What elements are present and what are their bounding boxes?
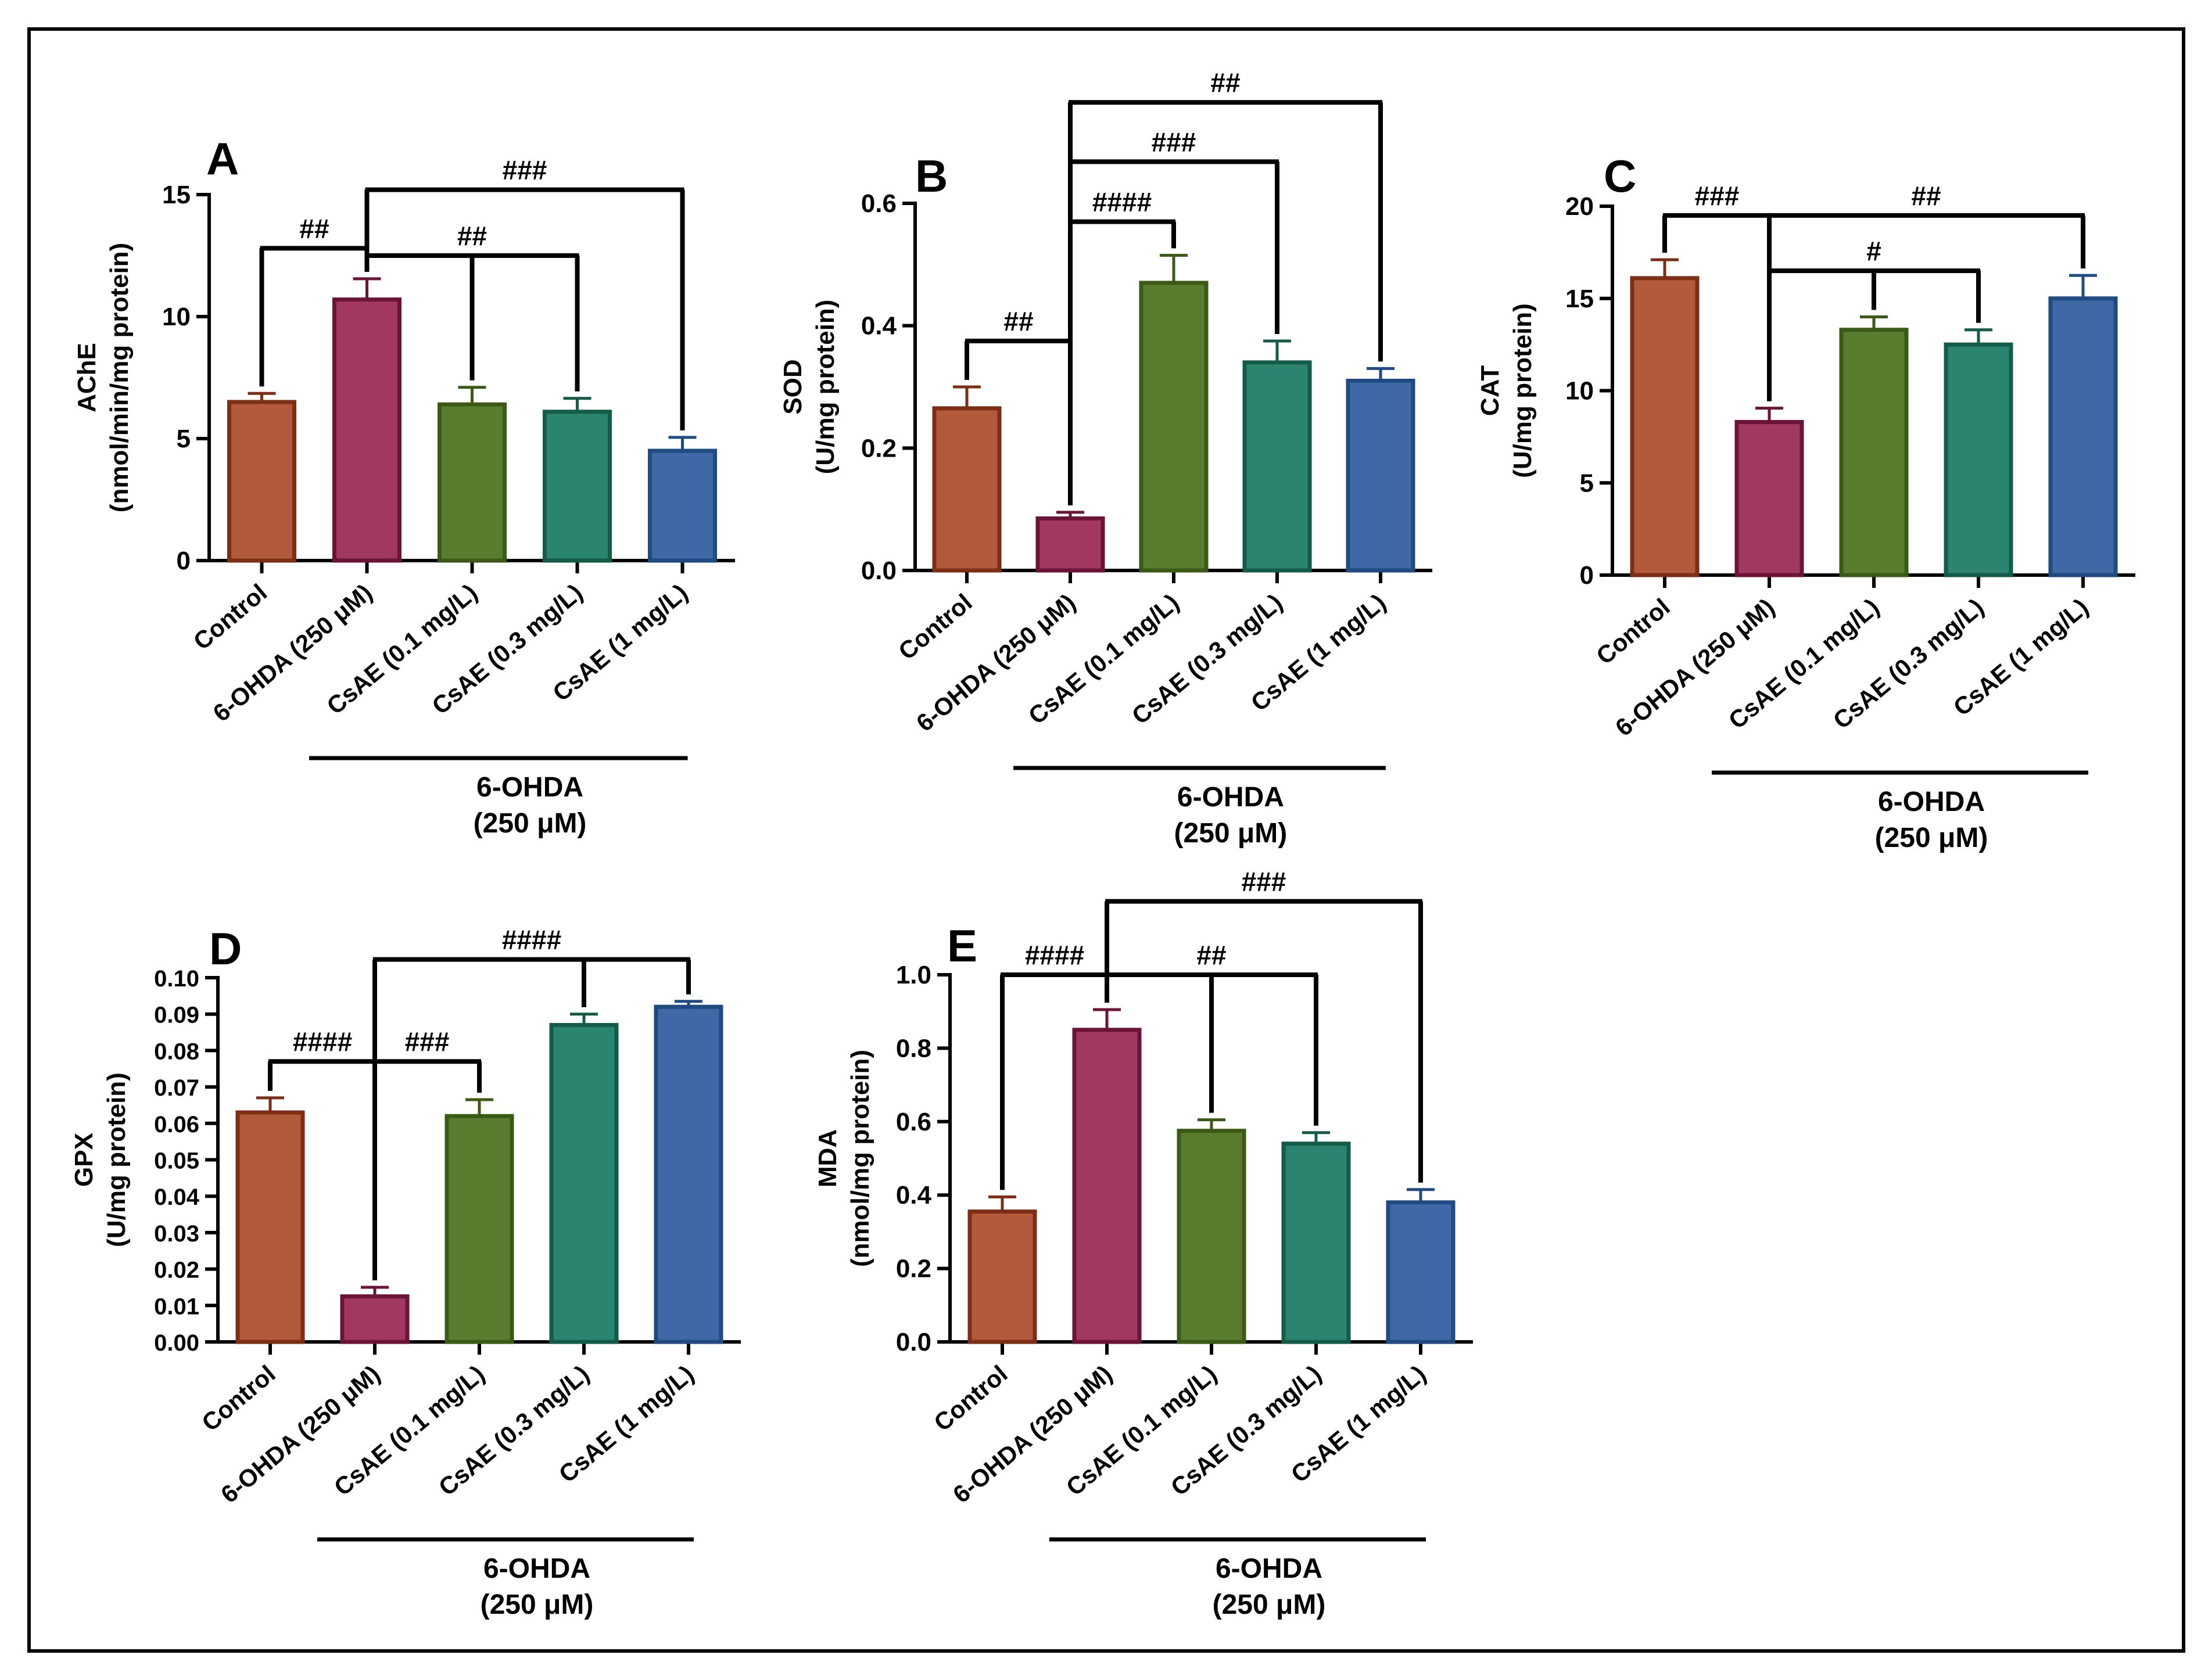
significance-label: ### [1152,127,1196,157]
y-tick-label: 0.06 [154,1112,199,1137]
y-tick-label: 0.6 [896,1108,931,1136]
significance-label: ### [405,1026,450,1057]
bar [549,1023,619,1344]
y-tick-label: 0.4 [896,1181,932,1209]
significance-label: #### [1092,187,1152,217]
group-label-line2: (250 μM) [481,1589,594,1620]
bar [648,448,717,563]
y-tick-label: 0.02 [154,1258,199,1283]
y-tick-label: 0.10 [154,966,199,992]
y-tick-label: 15 [1565,285,1594,313]
y-axis-label-line1: AChE [73,343,101,412]
y-axis-label-line1: MDA [813,1129,842,1187]
significance-label: ## [1196,940,1226,970]
significance-label: # [1866,236,1881,266]
bar [967,1209,1037,1344]
group-label-line1: 6-OHDA [1177,782,1284,813]
group-label-line2: (250 μM) [1174,818,1288,849]
bar [1944,342,2013,577]
group-label-line1: 6-OHDA [483,1553,590,1584]
y-tick-label: 0.09 [154,1003,199,1028]
y-axis-label-line2: (U/mg protein) [102,1072,131,1247]
bar [1386,1200,1456,1344]
significance-label: #### [502,925,561,955]
y-tick-label: 10 [162,303,191,331]
y-tick-label: 0.08 [154,1039,199,1064]
bar [654,1004,723,1344]
y-tick-label: 0.6 [861,189,897,218]
y-tick-label: 0 [177,547,191,575]
bar [1177,1129,1246,1344]
y-axis-label-line1: SOD [779,359,807,414]
bar [235,1110,305,1344]
y-tick-label: 0.01 [154,1294,199,1319]
significance-label: #### [293,1026,352,1057]
bar [543,410,612,563]
bar [2048,296,2118,577]
y-axis-label-line2: (nmol/min/mg protein) [105,243,134,512]
bar [438,402,507,563]
y-tick-label: 0.8 [896,1034,931,1062]
bar [1630,276,1700,577]
bar [1035,516,1105,573]
y-axis-label-line1: GPX [70,1133,98,1187]
significance-label: ### [1695,181,1740,211]
panel-letter: B [915,150,948,202]
bar [444,1114,514,1344]
y-tick-label: 0.2 [861,434,897,462]
panel-letter: D [209,923,242,974]
y-axis-label-line1: CAT [1476,365,1504,416]
panel-letter: C [1604,150,1636,202]
y-tick-label: 0.0 [896,1328,931,1356]
group-label-line1: 6-OHDA [1878,787,1985,817]
panel-letter: A [206,133,239,184]
significance-label: ### [503,155,547,185]
y-tick-label: 0.05 [154,1148,199,1174]
bar [1839,328,1909,577]
bar [1346,378,1415,573]
y-tick-label: 0.2 [896,1255,931,1283]
y-tick-label: 5 [1580,469,1594,497]
significance-label: #### [1025,940,1084,970]
panel-letter: E [947,920,977,971]
bar [1072,1028,1142,1344]
significance-label: ### [1242,867,1286,897]
group-label-line2: (250 μM) [1875,823,1988,853]
bar [932,406,1002,573]
significance-label: ## [299,213,329,243]
y-axis-label-line2: (nmol/mg protein) [846,1050,874,1267]
group-label-line2: (250 μM) [474,808,587,839]
y-tick-label: 0.00 [154,1330,199,1356]
significance-label: ## [1210,67,1240,98]
y-tick-label: 10 [1565,377,1594,405]
y-tick-label: 5 [177,425,191,453]
significance-label: ## [1911,181,1941,211]
bar [1242,360,1312,573]
y-tick-label: 0.0 [861,557,897,585]
bar [1281,1141,1351,1344]
y-tick-label: 0.04 [154,1184,200,1210]
bar [332,297,402,563]
y-axis-label-line2: (U/mg protein) [1508,303,1537,478]
group-label-line1: 6-OHDA [1216,1553,1322,1584]
group-label-line2: (250 μM) [1213,1589,1326,1620]
y-tick-label: 15 [162,181,191,209]
y-tick-label: 0.03 [154,1221,199,1247]
bar [1139,281,1209,573]
group-label-line1: 6-OHDA [476,772,583,803]
y-tick-label: 20 [1565,192,1594,221]
significance-label: ## [1003,306,1033,336]
bar [340,1294,410,1344]
significance-label: ## [457,221,487,251]
y-tick-label: 0 [1580,561,1594,590]
y-tick-label: 0.07 [154,1075,199,1101]
y-axis-label-line2: (U/mg protein) [811,300,840,475]
y-tick-label: 0.4 [861,312,897,340]
bar [227,400,296,563]
y-tick-label: 1.0 [896,961,931,989]
bar [1734,419,1804,577]
